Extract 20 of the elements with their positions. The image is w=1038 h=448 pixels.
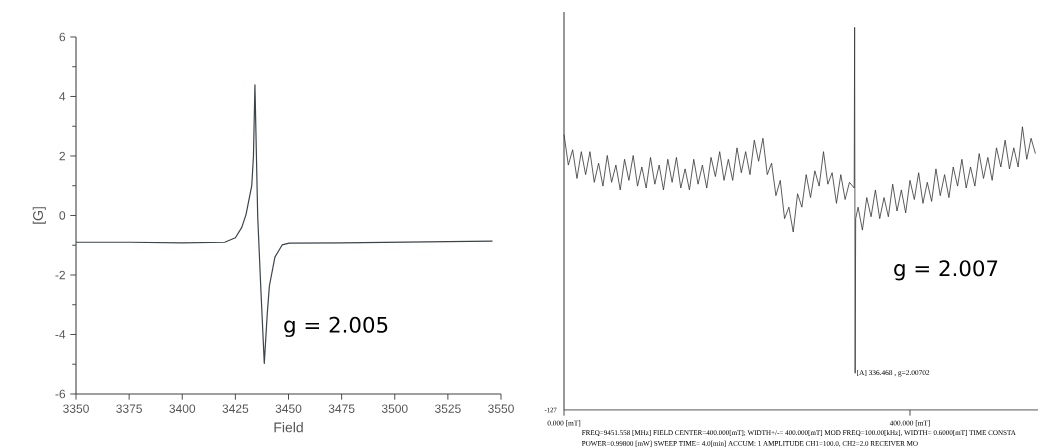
x-tick-label: 3425 bbox=[222, 404, 249, 413]
annotation: g = 2.007 bbox=[894, 260, 998, 281]
y-tick-label: 0 bbox=[59, 211, 66, 220]
x-tick-label: 3350 bbox=[63, 404, 89, 413]
y-tick-label: -6 bbox=[55, 389, 66, 399]
y-tick-label: 2 bbox=[59, 151, 65, 161]
y-tick-label: -4 bbox=[55, 330, 66, 339]
x-tick-label: 3375 bbox=[116, 404, 142, 413]
y-tick-label: -2 bbox=[55, 270, 65, 280]
y-tick-label: 6 bbox=[59, 32, 66, 42]
x-tick-label: 3500 bbox=[381, 404, 408, 413]
y-tick-label: 4 bbox=[59, 92, 66, 101]
x-tick-label: 3450 bbox=[275, 404, 302, 413]
x-tick-label: 3525 bbox=[435, 404, 461, 413]
x-tick-label: 3400 bbox=[169, 404, 196, 413]
annotation: g = 2.005 bbox=[284, 316, 388, 337]
x-tick-label: 3475 bbox=[328, 404, 355, 413]
x-axis-title: Field bbox=[274, 422, 303, 433]
x-tick-label: 3550 bbox=[488, 404, 514, 413]
y-axis-title: [G] bbox=[32, 207, 46, 224]
